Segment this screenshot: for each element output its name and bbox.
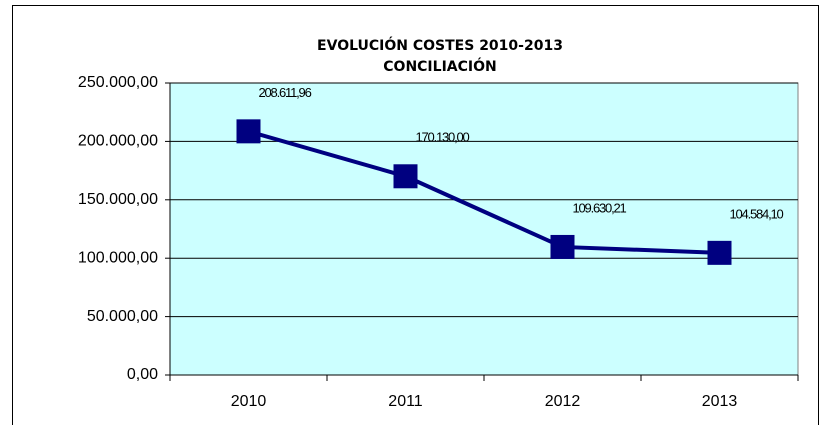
marker — [236, 119, 261, 144]
marker — [707, 240, 732, 265]
data-label: 170.130,00 — [416, 130, 470, 145]
plot-area — [169, 82, 799, 376]
marker — [393, 164, 418, 189]
series-line — [247, 129, 720, 255]
data-label: 109.630,21 — [573, 200, 627, 215]
x-tick-label: 2012 — [545, 393, 581, 410]
y-tick-label: 100.000,00 — [78, 249, 158, 266]
y-tick-label: 0,00 — [127, 366, 158, 383]
y-tick-label: 150.000,00 — [78, 191, 158, 208]
chart-title: EVOLUCIÓN COSTES 2010-2013 — [317, 36, 563, 54]
x-tick-label: 2013 — [702, 393, 738, 410]
y-tick-label: 250.000,00 — [78, 74, 158, 91]
x-tick-label: 2011 — [388, 393, 423, 410]
data-label: 208.611,96 — [259, 85, 312, 100]
marker — [550, 234, 575, 259]
chart-subtitle: CONCILIACIÓN — [383, 57, 496, 75]
data-label: 104.584,10 — [730, 206, 784, 221]
y-tick-label: 50.000,00 — [87, 308, 158, 325]
y-tick-label: 200.000,00 — [78, 133, 158, 150]
x-tick-label: 2010 — [231, 393, 267, 410]
